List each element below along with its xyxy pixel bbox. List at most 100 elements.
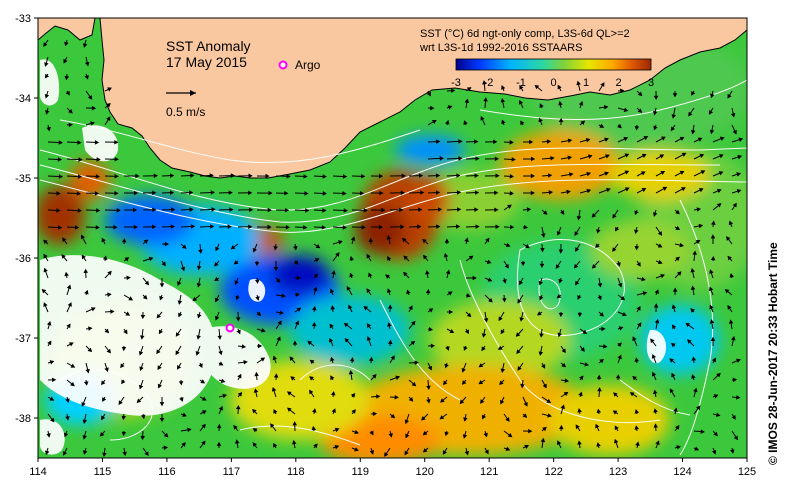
velocity-arrowhead: [617, 282, 623, 288]
velocity-arrowhead: [169, 190, 175, 195]
velocity-arrowhead: [284, 190, 289, 196]
velocity-arrowhead: [63, 58, 68, 64]
velocity-arrowhead: [520, 261, 526, 267]
velocity-arrowhead: [558, 312, 564, 318]
velocity-arrowhead: [497, 345, 503, 350]
velocity-arrowhead: [123, 329, 128, 335]
velocity-arrowhead: [234, 439, 240, 444]
velocity-arrowhead: [132, 207, 138, 213]
velocity-arrowhead: [180, 266, 186, 272]
velocity-arrowhead: [50, 417, 55, 423]
velocity-arrowhead: [273, 267, 279, 272]
velocity-arrowhead: [384, 452, 389, 457]
velocity-arrowhead: [439, 156, 444, 161]
velocity-arrowhead: [405, 433, 410, 439]
velocity-arrowhead: [584, 362, 590, 367]
velocity-arrowhead: [229, 207, 234, 212]
velocity-arrowhead: [217, 335, 222, 340]
velocity-arrowhead: [46, 126, 51, 132]
velocity-arrowhead: [144, 451, 149, 457]
velocity-arrowhead: [657, 243, 663, 248]
velocity-arrowhead: [237, 391, 243, 397]
velocity-arrowhead: [654, 318, 660, 324]
velocity-arrowhead: [100, 415, 106, 421]
velocity-arrowhead: [601, 326, 606, 332]
velocity-arrowhead: [634, 357, 640, 362]
velocity-arrowhead: [623, 107, 629, 113]
velocity-arrowhead: [293, 246, 298, 251]
velocity-arrowhead: [690, 285, 696, 291]
velocity-arrowhead: [198, 249, 203, 254]
velocity-arrowhead: [330, 390, 336, 396]
velocity-arrowhead: [660, 273, 665, 279]
scale-label: 0.5 m/s: [166, 105, 205, 119]
velocity-arrowhead: [114, 190, 119, 196]
velocity-arrowhead: [248, 224, 253, 230]
velocity-arrowhead: [640, 171, 646, 176]
velocity-arrowhead: [121, 346, 127, 352]
x-tick-label: 125: [738, 466, 756, 478]
velocity-arrowhead: [342, 174, 348, 179]
velocity-arrowhead: [422, 430, 428, 436]
velocity-arrowhead: [643, 136, 649, 141]
velocity-arrowhead: [65, 90, 70, 96]
x-tick-label: 119: [351, 466, 369, 478]
velocity-arrowhead: [711, 357, 716, 363]
velocity-arrowhead: [428, 326, 434, 332]
credit-text: © IMOS 28-Jun-2017 20:33 Hobart Time: [766, 242, 780, 465]
velocity-arrowhead: [63, 432, 69, 438]
velocity-arrowhead: [65, 416, 70, 421]
velocity-arrowhead: [422, 238, 427, 244]
velocity-arrowhead: [462, 434, 468, 439]
velocity-arrowhead: [599, 123, 605, 128]
velocity-arrowhead: [736, 172, 741, 177]
velocity-arrowhead: [542, 426, 547, 432]
velocity-arrowhead: [436, 139, 441, 144]
velocity-arrowhead: [430, 343, 436, 349]
velocity-arrowhead: [710, 234, 716, 239]
velocity-arrowhead: [163, 445, 168, 451]
velocity-arrowhead: [227, 224, 232, 229]
velocity-arrowhead: [139, 366, 144, 372]
velocity-arrowhead: [624, 153, 630, 158]
velocity-arrowhead: [372, 374, 377, 379]
velocity-arrowhead: [525, 244, 530, 249]
velocity-arrowhead: [444, 363, 449, 369]
velocity-arrowhead: [636, 306, 641, 311]
velocity-arrowhead: [44, 450, 50, 456]
velocity-arrowhead: [178, 381, 184, 386]
velocity-arrowhead: [719, 136, 725, 141]
velocity-arrowhead: [177, 300, 183, 305]
velocity-arrowhead: [736, 358, 741, 363]
velocity-arrowhead: [738, 137, 744, 142]
velocity-arrowhead: [560, 210, 565, 215]
velocity-arrowhead: [580, 347, 585, 352]
x-axis: 114 115 116 117 118 119 120 121 122 123 124 125: [29, 458, 756, 478]
velocity-arrowhead: [620, 88, 625, 94]
velocity-arrowhead: [636, 261, 641, 267]
velocity-arrowhead: [493, 139, 498, 145]
velocity-arrowhead: [152, 190, 157, 196]
velocity-arrowhead: [455, 224, 461, 229]
velocity-arrowhead: [276, 336, 281, 342]
velocity-arrowhead: [70, 381, 75, 387]
velocity-arrowhead: [331, 408, 336, 414]
velocity-arrowhead: [423, 254, 428, 260]
velocity-arrowhead: [102, 452, 107, 457]
x-tick-label: 124: [673, 466, 691, 478]
velocity-arrowhead: [216, 423, 222, 429]
y-tick-label: -35: [15, 173, 31, 185]
velocity-arrowhead: [329, 288, 335, 294]
velocity-arrowhead: [459, 399, 465, 405]
velocity-arrowhead: [408, 397, 414, 402]
velocity-arrowhead: [578, 100, 584, 106]
argo-float-marker: [225, 323, 235, 333]
y-axis: -33 -34 -35 -36 -37 -38: [15, 13, 38, 425]
velocity-arrowhead: [261, 328, 266, 333]
velocity-arrowhead: [314, 258, 320, 263]
velocity-arrowhead: [369, 450, 375, 455]
velocity-arrowhead: [463, 417, 468, 422]
velocity-arrowhead: [475, 224, 480, 229]
velocity-arrowhead: [573, 263, 579, 269]
title-line2: 17 May 2015: [166, 54, 247, 70]
